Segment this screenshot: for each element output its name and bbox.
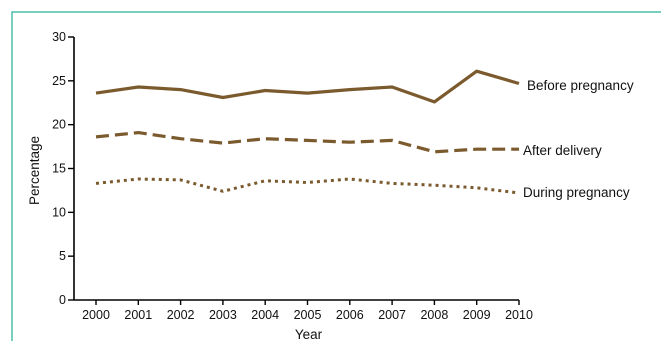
x-tick-label: 2003 bbox=[209, 308, 237, 322]
y-tick-label: 25 bbox=[52, 74, 66, 88]
series-layer bbox=[95, 69, 520, 195]
x-tick-label: 2009 bbox=[463, 308, 491, 322]
x-tick-label: 2007 bbox=[378, 308, 406, 322]
series-label-0: Before pregnancy bbox=[527, 78, 634, 93]
y-tick-label: 10 bbox=[52, 205, 66, 219]
series-label-1: After delivery bbox=[523, 143, 602, 158]
series-line-2 bbox=[95, 177, 520, 195]
x-tick-label: 2004 bbox=[251, 308, 279, 322]
y-tick-label: 30 bbox=[52, 30, 66, 44]
axes: 0 5 10 15 20 25 30 2000 2001 2002 2003 2004 2005 2006… bbox=[27, 30, 533, 341]
y-tick-label: 0 bbox=[59, 293, 66, 307]
y-tick-label: 15 bbox=[52, 162, 66, 176]
x-tick-label: 2010 bbox=[505, 308, 533, 322]
y-axis-title: Percentage bbox=[27, 136, 42, 205]
labels-layer: Before pregnancy After delivery During pre… bbox=[523, 78, 634, 200]
series-line-0 bbox=[95, 69, 520, 104]
series-label-2: During pregnancy bbox=[523, 185, 630, 200]
x-tick-label: 2006 bbox=[336, 308, 364, 322]
y-tick-label: 5 bbox=[59, 249, 66, 263]
x-tick-label: 2005 bbox=[294, 308, 322, 322]
x-tick-label: 2000 bbox=[82, 308, 110, 322]
x-tick-label: 2001 bbox=[124, 308, 152, 322]
series-line-1 bbox=[95, 131, 519, 154]
y-tick-label: 20 bbox=[52, 118, 66, 132]
x-axis-title: Year bbox=[295, 327, 323, 341]
figure-frame bbox=[11, 11, 661, 341]
x-tick-label: 2008 bbox=[420, 308, 448, 322]
x-tick-label: 2002 bbox=[167, 308, 195, 322]
